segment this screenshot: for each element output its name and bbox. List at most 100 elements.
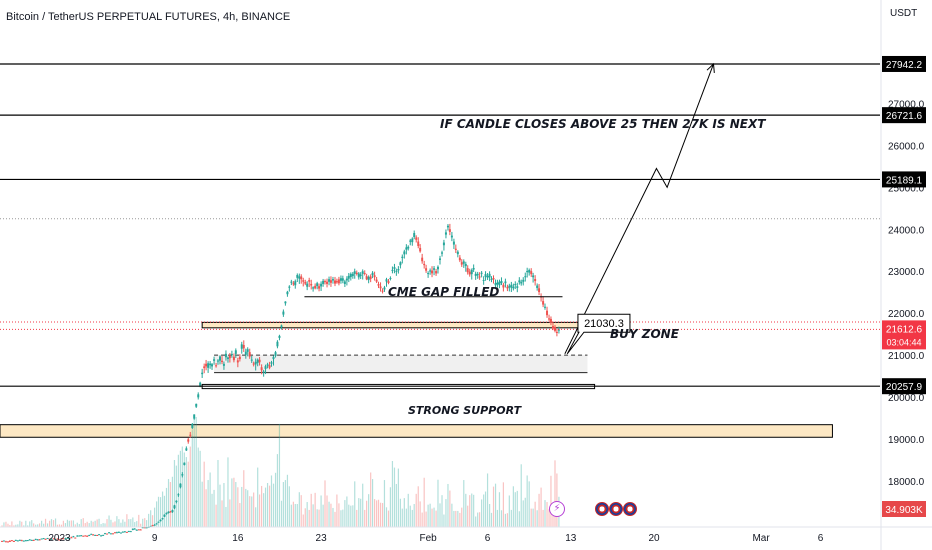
candle-body: [171, 510, 174, 513]
volume-bar: [46, 523, 49, 527]
volume-bar: [490, 512, 493, 527]
volume-bar: [320, 495, 322, 527]
candle-body: [423, 263, 426, 266]
candle-body: [193, 414, 196, 419]
x-tick-label: 20: [648, 533, 660, 544]
volume-bar: [419, 501, 421, 527]
buy-zone-zone: [214, 355, 588, 373]
volume-bar: [167, 479, 170, 527]
candle-body: [205, 363, 208, 367]
candle-body: [127, 530, 130, 532]
volume-bar: [431, 508, 433, 527]
level-price-label: 20257.9: [886, 382, 923, 393]
volume-bar: [411, 509, 413, 527]
candle-body: [290, 281, 293, 283]
candle-body: [187, 439, 190, 442]
volume-bar: [187, 461, 189, 527]
candle-body: [56, 538, 59, 540]
candle-body: [417, 241, 420, 246]
volume-bar: [292, 501, 294, 527]
candle-body: [476, 273, 479, 276]
candle-body: [341, 278, 344, 281]
candle-body: [181, 474, 184, 476]
projection-arrowhead: [706, 62, 715, 73]
candle-body: [203, 366, 206, 368]
candle-body: [403, 251, 406, 255]
volume-bar: [5, 521, 7, 527]
volume-bar: [31, 520, 33, 527]
candle-body: [18, 539, 21, 541]
event-icon-lightning[interactable]: ⚡: [549, 501, 565, 517]
candle-body: [504, 281, 507, 284]
candle-body: [488, 273, 491, 278]
y-tick-label: 25000.0: [888, 183, 925, 194]
volume-bar: [467, 505, 469, 527]
volume-bar: [233, 477, 235, 527]
volume-bar: [151, 515, 154, 527]
volume-bar: [110, 519, 112, 527]
volume-tag: [882, 501, 926, 517]
volume-bar: [104, 523, 106, 527]
candle-body: [310, 283, 313, 286]
candle-body: [173, 505, 176, 509]
candle-body: [385, 279, 388, 282]
candle-body: [427, 273, 430, 275]
volume-bar: [387, 510, 390, 527]
candle-body: [163, 514, 166, 517]
volume-bar: [62, 520, 64, 527]
volume-bar: [116, 516, 118, 527]
candle-body: [446, 225, 449, 228]
candle-body: [30, 539, 33, 541]
candle-body: [80, 535, 83, 537]
volume-bar: [330, 503, 332, 527]
volume-bar: [302, 514, 304, 527]
candle-body: [339, 278, 342, 281]
candle-body: [278, 335, 281, 338]
candle-body: [82, 535, 85, 537]
volume-bar: [512, 486, 514, 527]
volume-bar: [259, 494, 261, 527]
candle-body: [300, 276, 303, 280]
volume-bar: [554, 460, 556, 527]
candle-body: [484, 274, 487, 277]
volume-bar: [37, 524, 39, 527]
volume-bar: [542, 509, 544, 527]
event-flag-icon[interactable]: [623, 502, 637, 516]
volume-bar: [185, 457, 187, 527]
volume-bar: [518, 511, 520, 527]
target-annotation: IF CANDLE CLOSES ABOVE 25 THEN 27K IS NE…: [440, 117, 766, 131]
candle-body: [456, 251, 459, 255]
volume-bar: [516, 490, 518, 527]
volume-bar: [76, 522, 78, 527]
volume-bar: [540, 487, 542, 527]
volume-bar: [163, 495, 166, 527]
candle-body: [153, 524, 156, 526]
volume-bar: [328, 501, 330, 527]
candle-body: [454, 248, 457, 250]
volume-bar: [68, 520, 70, 527]
volume-bar: [175, 465, 177, 527]
volume-bar: [477, 512, 479, 527]
volume-bar: [94, 520, 96, 527]
volume-bar: [169, 482, 172, 527]
candle-body: [326, 281, 329, 284]
candle-body: [320, 283, 323, 287]
candle-body: [486, 275, 489, 278]
volume-bar: [9, 525, 11, 527]
volume-bar: [19, 520, 21, 527]
candle-body: [6, 541, 9, 543]
candle-body: [260, 367, 263, 371]
level-price-tag: [882, 55, 926, 72]
volume-bar: [383, 480, 386, 527]
candle-body: [331, 279, 334, 281]
volume-bar: [370, 472, 372, 527]
volume-bar: [445, 499, 447, 527]
candle-body: [22, 540, 25, 542]
volume-bar: [379, 502, 382, 527]
candle-body: [189, 434, 192, 436]
candle-body: [104, 533, 107, 535]
volume-bar: [11, 521, 13, 527]
event-flag-icon[interactable]: [609, 502, 623, 516]
event-flag-icon[interactable]: [595, 502, 609, 516]
